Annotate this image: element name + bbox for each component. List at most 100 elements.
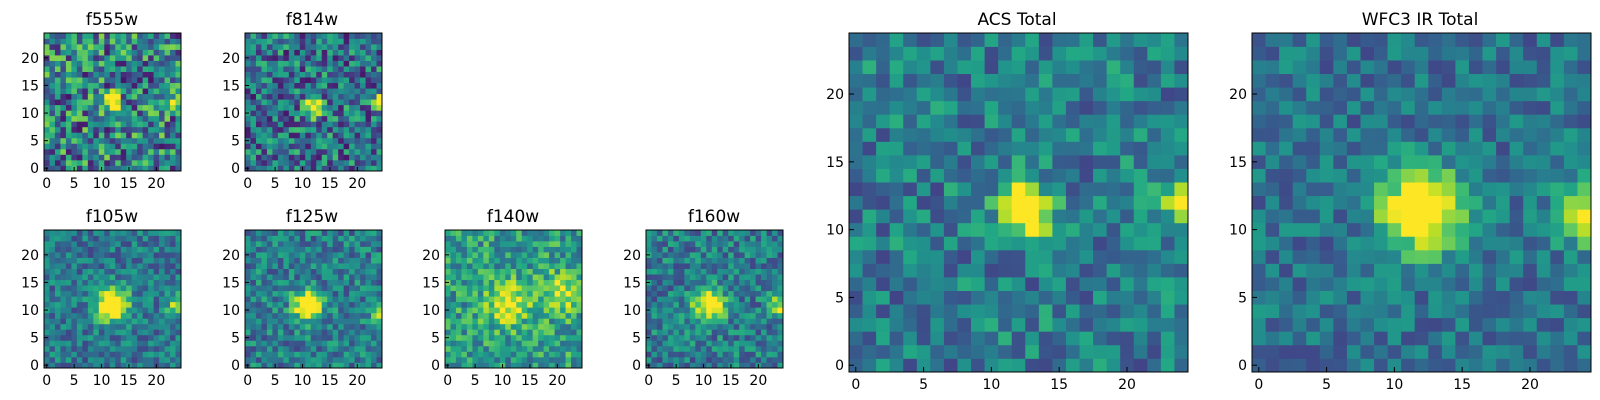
heatmap-cell <box>728 274 735 281</box>
heatmap-cell <box>930 263 945 278</box>
heatmap-cell <box>305 356 312 363</box>
heatmap-cell <box>82 307 89 314</box>
heatmap-cell <box>71 285 78 292</box>
heatmap-cell <box>1079 344 1094 359</box>
heatmap-cell <box>1011 182 1026 197</box>
heatmap-cell <box>288 93 295 100</box>
heatmap-cell <box>327 93 334 100</box>
heatmap-cell <box>126 230 133 236</box>
heatmap-cell <box>54 257 61 264</box>
heatmap-cell <box>360 132 366 139</box>
heatmap-cell <box>1563 168 1578 183</box>
heatmap-cell <box>76 345 83 352</box>
heatmap-cell <box>272 263 279 269</box>
heatmap-cell <box>98 38 105 45</box>
heatmap-cell <box>516 356 523 363</box>
heatmap-cell <box>54 241 61 247</box>
heatmap-cell <box>349 241 355 247</box>
heatmap-cell <box>376 82 383 89</box>
heatmap-cell <box>93 323 100 330</box>
heatmap-cell <box>170 93 176 100</box>
heatmap-cell <box>175 323 182 330</box>
heatmap-cell <box>1496 249 1510 264</box>
heatmap-cell <box>1279 141 1294 156</box>
heatmap-cell <box>1106 155 1121 169</box>
heatmap-cell <box>1265 344 1280 359</box>
heatmap-cell <box>549 268 555 275</box>
heatmap-cell <box>1292 182 1307 197</box>
heatmap-cell <box>376 115 383 122</box>
heatmap-cell <box>761 318 767 325</box>
heatmap-cell <box>283 88 290 95</box>
heatmap-cell <box>76 318 83 325</box>
heatmap-cell <box>126 312 133 319</box>
heatmap-cell <box>288 49 295 56</box>
heatmap-cell <box>170 82 176 89</box>
heatmap-cell <box>159 345 165 352</box>
heatmap-cell <box>272 44 279 50</box>
heatmap-cell <box>288 77 295 84</box>
heatmap-cell <box>93 345 100 352</box>
heatmap-cell <box>266 110 273 117</box>
heatmap-cell <box>283 252 290 258</box>
heatmap-cell <box>255 285 262 292</box>
heatmap-cell <box>327 66 334 72</box>
heatmap-cell <box>98 312 105 319</box>
heatmap-cell <box>761 362 767 369</box>
heatmap-cell <box>1265 127 1280 142</box>
heatmap-cell <box>1252 344 1266 359</box>
heatmap-cell <box>1468 249 1483 264</box>
heatmap-cell <box>739 329 745 336</box>
heatmap-cell <box>349 279 355 286</box>
heatmap-cell <box>651 301 658 308</box>
heatmap-cell <box>109 235 116 242</box>
heatmap-cell <box>1133 33 1148 47</box>
heatmap-cell <box>1482 222 1497 237</box>
heatmap-cell <box>277 137 284 144</box>
heatmap-cell <box>332 49 339 56</box>
x-tick-label: 5 <box>919 377 928 393</box>
heatmap-cell <box>739 334 745 341</box>
heatmap-cell <box>1319 127 1334 142</box>
heatmap-cell <box>772 362 778 369</box>
heatmap-cell <box>82 66 89 72</box>
heatmap-cell <box>277 82 284 89</box>
heatmap-cell <box>889 155 904 169</box>
heatmap-cell <box>71 307 78 314</box>
heatmap-cell <box>1038 222 1053 237</box>
heatmap-cell <box>316 263 323 269</box>
heatmap-cell <box>560 318 566 325</box>
heatmap-cell <box>777 340 784 347</box>
heatmap-cell <box>49 279 56 286</box>
heatmap-cell <box>1550 209 1565 224</box>
heatmap-cell <box>700 307 707 314</box>
y-tick-label: 15 <box>21 78 39 94</box>
heatmap-cell <box>349 82 355 89</box>
heatmap-cell <box>1346 222 1361 237</box>
heatmap-cell <box>137 323 143 330</box>
heatmap-cell <box>1292 249 1307 264</box>
heatmap-cell <box>455 274 462 281</box>
heatmap-cell <box>711 274 718 281</box>
heatmap-cell <box>984 290 999 305</box>
y-tick-label: 20 <box>623 248 641 264</box>
heatmap-cell <box>170 49 176 56</box>
heatmap-cell <box>299 312 306 319</box>
heatmap-cell <box>87 312 94 319</box>
heatmap-cell <box>499 230 506 236</box>
heatmap-cell <box>1387 155 1402 169</box>
heatmap-cell <box>255 279 262 286</box>
heatmap-cell <box>332 340 339 347</box>
heatmap-cell <box>76 290 83 297</box>
heatmap-cell <box>310 82 317 89</box>
heatmap-cell <box>656 301 663 308</box>
heatmap-cell <box>360 154 366 161</box>
heatmap-cell <box>54 93 61 100</box>
heatmap-cell <box>261 351 268 358</box>
heatmap-cell <box>310 296 317 303</box>
heatmap-cell <box>930 60 945 75</box>
heatmap-cell <box>332 93 339 100</box>
heatmap-cell <box>343 66 350 72</box>
heatmap-cell <box>662 362 669 369</box>
